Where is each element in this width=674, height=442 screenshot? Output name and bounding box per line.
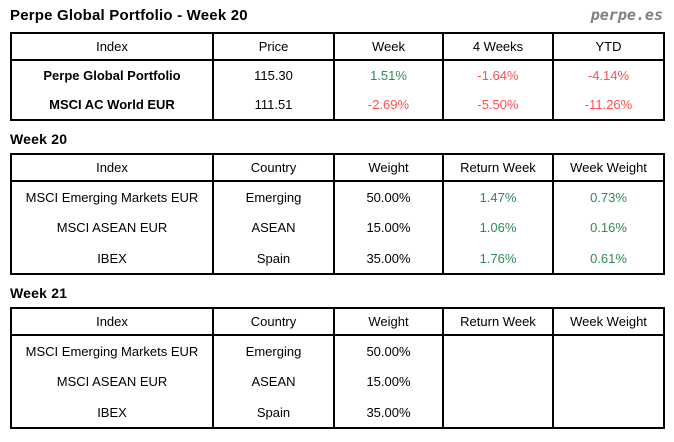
column-header-week-weight: Week Weight	[552, 154, 664, 182]
weight-cell: 15.00%	[333, 212, 443, 243]
ytd-return-cell: -11.26%	[552, 90, 664, 120]
weight-cell: 50.00%	[333, 335, 443, 366]
column-header-week: Week	[333, 33, 443, 61]
table-row-ibex: IBEX Spain 35.00% 1.76% 0.61%	[11, 243, 664, 274]
return-week-cell: 1.06%	[442, 212, 553, 243]
week21-header-row: Index Country Weight Return Week Week We…	[11, 308, 664, 336]
column-header-return-week: Return Week	[442, 308, 553, 336]
week20-table: Index Country Weight Return Week Week We…	[10, 153, 665, 275]
4weeks-return-cell: -1.64%	[442, 60, 553, 90]
return-week-cell	[442, 366, 553, 397]
4weeks-return-cell: -5.50%	[442, 90, 553, 120]
weight-cell: 15.00%	[333, 366, 443, 397]
country-cell: ASEAN	[212, 212, 334, 243]
week-weight-cell: 0.73%	[552, 181, 664, 212]
column-header-week-weight: Week Weight	[552, 308, 664, 336]
brand-logo: perpe.es	[590, 6, 663, 24]
week-weight-cell	[552, 335, 664, 366]
week-weight-cell: 0.61%	[552, 243, 664, 274]
return-week-cell: 1.76%	[442, 243, 553, 274]
weight-cell: 35.00%	[333, 397, 443, 428]
week-return-cell: 1.51%	[333, 60, 443, 90]
index-cell: MSCI AC World EUR	[49, 97, 175, 112]
week-return-cell: -2.69%	[333, 90, 443, 120]
index-cell: IBEX	[97, 404, 127, 420]
column-header-ytd: YTD	[552, 33, 664, 61]
table-row-perpe-global-portfolio: Perpe Global Portfolio 115.30 1.51% -1.6…	[11, 60, 664, 90]
week20-header-row: Index Country Weight Return Week Week We…	[11, 154, 664, 182]
table-row-msci-ac-world: MSCI AC World EUR 111.51 -2.69% -5.50% -…	[11, 90, 664, 120]
week-weight-cell	[552, 366, 664, 397]
weight-cell: 50.00%	[333, 181, 443, 212]
title-bar: Perpe Global Portfolio - Week 20 perpe.e…	[10, 6, 663, 29]
table-row-msci-asean: MSCI ASEAN EUR ASEAN 15.00%	[11, 366, 664, 397]
column-header-index: Index	[11, 308, 213, 336]
return-week-cell: 1.47%	[442, 181, 553, 212]
index-cell: Perpe Global Portfolio	[43, 68, 181, 83]
week20-heading: Week 20	[10, 131, 68, 147]
column-header-country: Country	[212, 154, 334, 182]
column-header-return-week: Return Week	[442, 154, 553, 182]
week21-heading: Week 21	[10, 285, 68, 301]
week-weight-cell	[552, 397, 664, 428]
country-cell: Spain	[212, 397, 334, 428]
table-row-msci-asean: MSCI ASEAN EUR ASEAN 15.00% 1.06% 0.16%	[11, 212, 664, 243]
return-week-cell	[442, 397, 553, 428]
price-cell: 111.51	[212, 90, 334, 120]
country-cell: Emerging	[212, 181, 334, 212]
report-page: Perpe Global Portfolio - Week 20 perpe.e…	[10, 6, 665, 429]
ytd-return-cell: -4.14%	[552, 60, 664, 90]
index-cell: MSCI Emerging Markets EUR	[25, 189, 199, 205]
column-header-price: Price	[212, 33, 334, 61]
country-cell: Spain	[212, 243, 334, 274]
page-title: Perpe Global Portfolio - Week 20	[10, 7, 248, 24]
index-cell: MSCI Emerging Markets EUR	[25, 343, 199, 359]
portfolio-summary-table: Index Price Week 4 Weeks YTD Perpe Globa…	[10, 32, 665, 121]
return-week-cell	[442, 335, 553, 366]
week-weight-cell: 0.16%	[552, 212, 664, 243]
column-header-4weeks: 4 Weeks	[442, 33, 553, 61]
index-cell: MSCI ASEAN EUR	[56, 374, 168, 389]
column-header-weight: Weight	[333, 308, 443, 336]
column-header-index: Index	[11, 33, 213, 61]
country-cell: Emerging	[212, 335, 334, 366]
summary-header-row: Index Price Week 4 Weeks YTD	[11, 33, 664, 61]
column-header-index: Index	[11, 154, 213, 182]
week21-table: Index Country Weight Return Week Week We…	[10, 307, 665, 429]
price-cell: 115.30	[212, 60, 334, 90]
table-row-ibex: IBEX Spain 35.00%	[11, 397, 664, 428]
column-header-country: Country	[212, 308, 334, 336]
table-row-msci-emerging: MSCI Emerging Markets EUR Emerging 50.00…	[11, 335, 664, 366]
country-cell: ASEAN	[212, 366, 334, 397]
table-row-msci-emerging: MSCI Emerging Markets EUR Emerging 50.00…	[11, 181, 664, 212]
index-cell: MSCI ASEAN EUR	[56, 220, 168, 235]
index-cell: IBEX	[97, 250, 127, 266]
column-header-weight: Weight	[333, 154, 443, 182]
weight-cell: 35.00%	[333, 243, 443, 274]
